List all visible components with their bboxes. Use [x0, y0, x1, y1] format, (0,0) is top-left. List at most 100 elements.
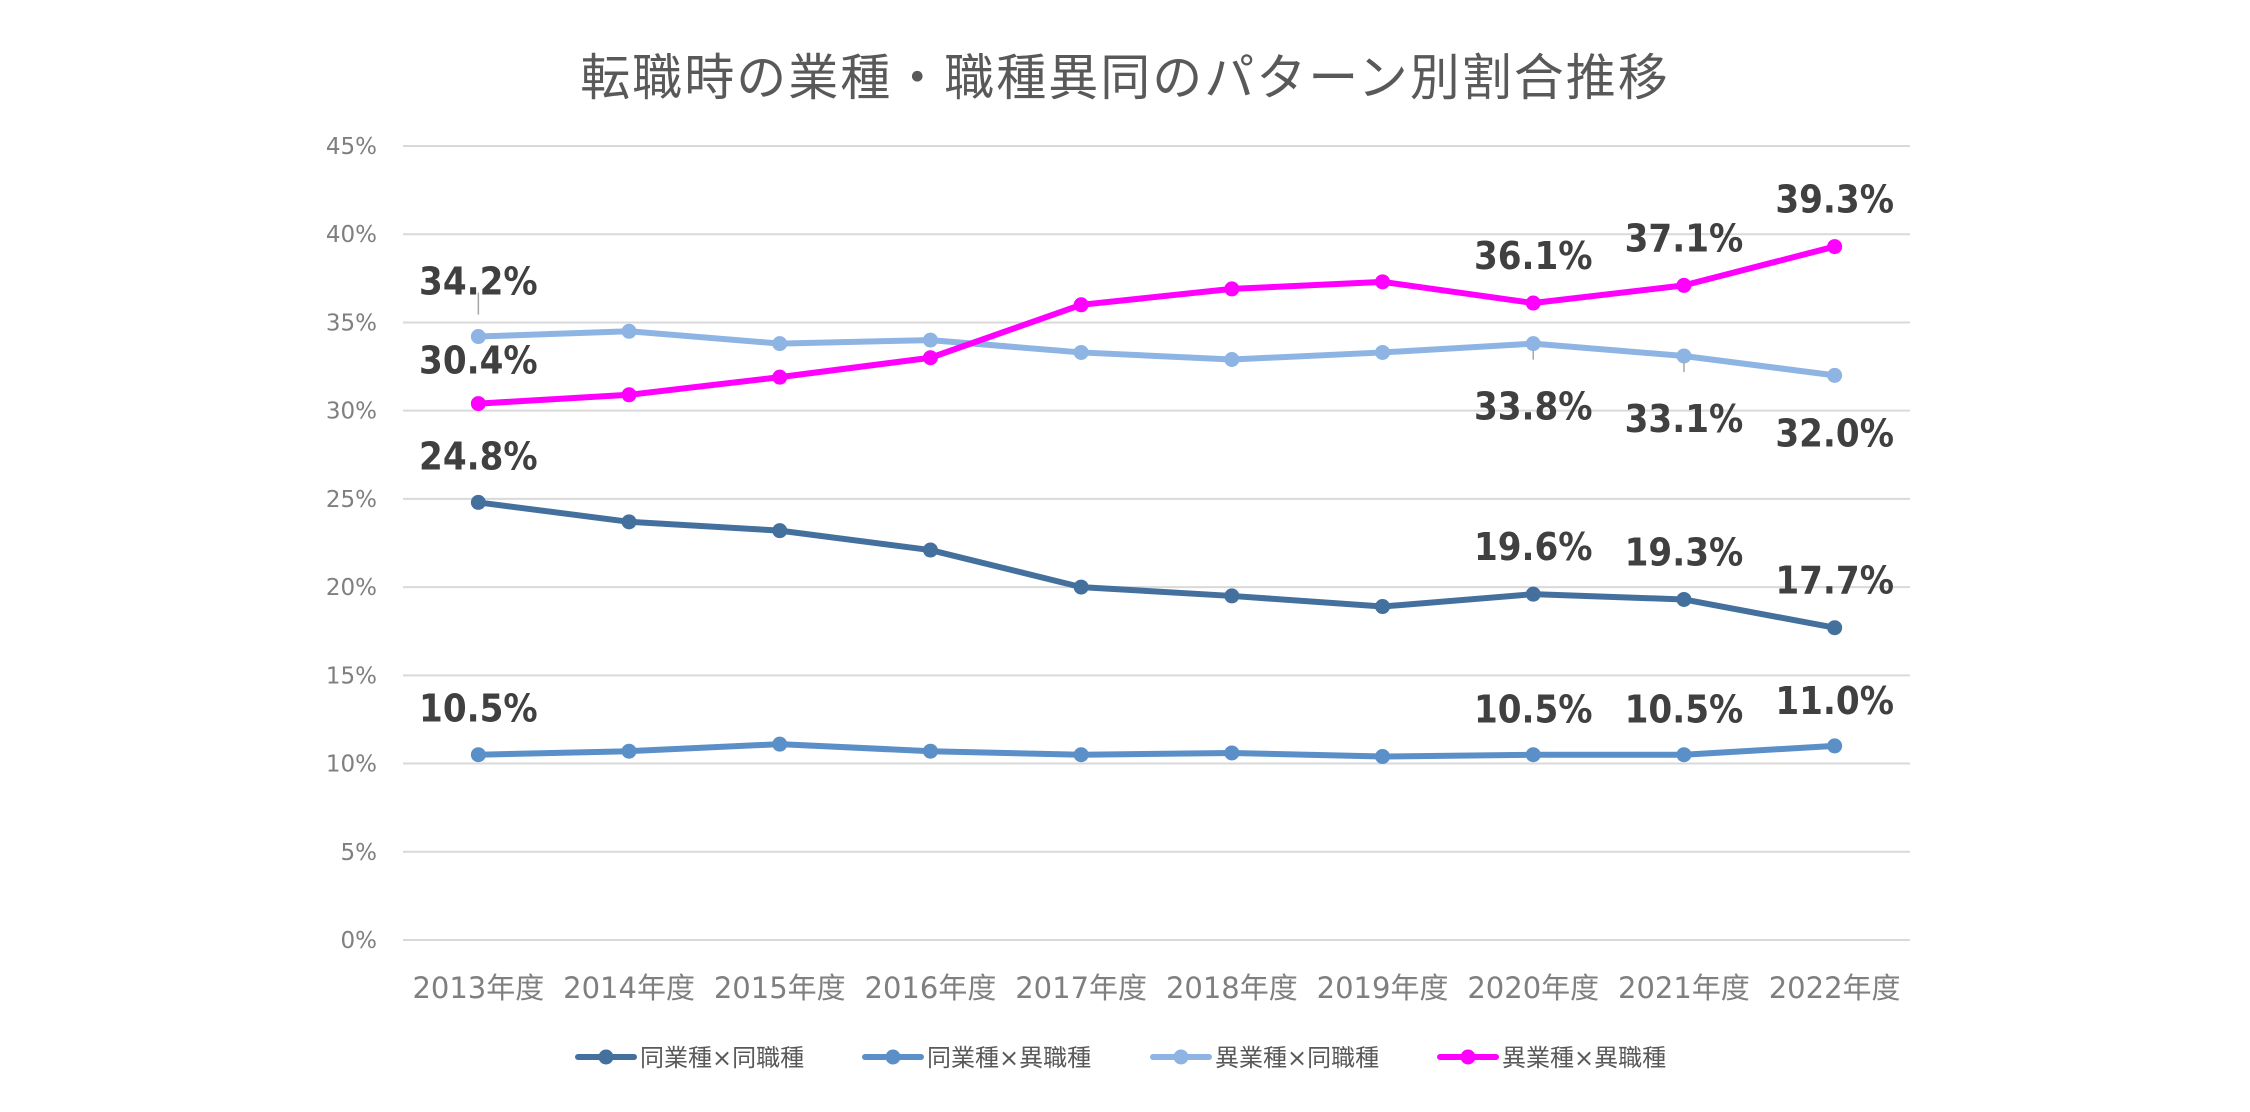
data-point [1224, 588, 1240, 604]
x-tick-label: 2019年度 [1317, 971, 1449, 1005]
gridlines [403, 145, 1910, 941]
data-label: 24.8% [419, 434, 538, 478]
data-label: 33.8% [1474, 385, 1593, 429]
data-point [922, 332, 938, 348]
legend: 同業種×同職種 同業種×異職種 異業種×同職種 異業種×異職種 [575, 1044, 1666, 1072]
y-tick-label: 0% [341, 928, 378, 954]
data-point [1073, 579, 1089, 595]
legend-label: 異業種×同職種 [1215, 1044, 1379, 1072]
data-label: 34.2% [419, 260, 538, 304]
y-tick-label: 35% [326, 310, 377, 336]
legend-item: 異業種×同職種 [1150, 1044, 1379, 1072]
data-label: 33.1% [1625, 397, 1744, 441]
data-label: 10.5% [419, 687, 538, 731]
data-point [1073, 344, 1089, 360]
legend-label: 異業種×異職種 [1502, 1044, 1666, 1072]
data-point [1525, 295, 1541, 311]
x-tick-label: 2018年度 [1166, 971, 1298, 1005]
data-label: 30.4% [419, 339, 538, 383]
data-point [772, 336, 788, 352]
chart-title: 転職時の業種・職種異同のパターン別割合推移 [580, 49, 1670, 107]
data-point [1827, 620, 1843, 636]
data-point [772, 736, 788, 752]
data-point [1224, 351, 1240, 367]
x-tick-label: 2022年度 [1769, 971, 1901, 1005]
data-point [621, 514, 637, 530]
data-point [1525, 747, 1541, 763]
data-point [1375, 748, 1391, 764]
series-line [475, 328, 1838, 379]
x-tick-label: 2016年度 [865, 971, 997, 1005]
data-label: 39.3% [1775, 178, 1894, 222]
x-tick-label: 2021年度 [1618, 971, 1750, 1005]
data-label: 32.0% [1775, 411, 1894, 455]
y-tick-label: 30% [326, 399, 377, 425]
x-axis-ticks: 2013年度 2014年度 2015年度 2016年度 2017年度 2018年度 2019… [412, 971, 1900, 1005]
data-label: 17.7% [1775, 559, 1894, 603]
data-point [1827, 367, 1843, 383]
series-1 [470, 494, 1843, 636]
y-tick-label: 5% [341, 840, 378, 866]
series-line [475, 499, 1838, 631]
series-4 [470, 239, 1843, 412]
data-point [772, 369, 788, 385]
y-tick-label: 10% [326, 752, 377, 778]
series-line [475, 243, 1838, 407]
legend-item: 同業種×同職種 [575, 1044, 804, 1072]
data-point [470, 329, 486, 345]
data-point [621, 323, 637, 339]
x-tick-label: 2015年度 [714, 971, 846, 1005]
y-tick-label: 20% [326, 575, 377, 601]
data-point [1525, 336, 1541, 352]
x-tick-label: 2013年度 [412, 971, 544, 1005]
data-point [922, 542, 938, 558]
series-3 [470, 323, 1843, 383]
data-point [772, 523, 788, 539]
x-tick-label: 2014年度 [563, 971, 695, 1005]
data-point [1375, 344, 1391, 360]
legend-swatch-marker [1460, 1049, 1476, 1065]
data-point [1375, 274, 1391, 290]
data-label: 10.5% [1625, 688, 1744, 732]
data-point [1224, 745, 1240, 761]
legend-swatch-marker [598, 1049, 614, 1065]
legend-item: 同業種×異職種 [862, 1044, 1091, 1072]
data-point [922, 743, 938, 759]
y-tick-label: 15% [326, 663, 377, 689]
data-point [621, 743, 637, 759]
data-label: 10.5% [1474, 688, 1593, 732]
y-axis-ticks: 0% 5% 10% 15% 20% 25% 30% 35% 40% 45% [326, 134, 377, 954]
data-labels: 24.8% 19.6% 19.3% 17.7% 10.5% 10.5% 10.5% 11.0%… [419, 178, 1894, 732]
data-point [1676, 591, 1692, 607]
legend-label: 同業種×同職種 [640, 1044, 804, 1072]
data-point [1073, 297, 1089, 313]
data-point [470, 396, 486, 412]
data-point [1073, 747, 1089, 763]
series-line [475, 741, 1838, 760]
y-tick-label: 25% [326, 487, 377, 513]
legend-swatch-marker [1173, 1049, 1189, 1065]
data-point [621, 387, 637, 403]
data-point [1676, 348, 1692, 364]
data-point [1375, 599, 1391, 615]
data-label: 11.0% [1775, 679, 1894, 723]
series-2 [470, 736, 1843, 764]
y-tick-label: 40% [326, 222, 377, 248]
data-point [922, 350, 938, 366]
data-point [1827, 239, 1843, 255]
data-point [1525, 586, 1541, 602]
data-label: 36.1% [1474, 234, 1593, 278]
data-label: 19.6% [1474, 525, 1593, 569]
data-label: 19.3% [1625, 530, 1744, 574]
x-tick-label: 2020年度 [1467, 971, 1599, 1005]
x-tick-label: 2017年度 [1015, 971, 1147, 1005]
data-point [1827, 738, 1843, 754]
series-lines [470, 239, 1843, 764]
data-label: 37.1% [1625, 216, 1744, 260]
legend-swatch-marker [885, 1049, 901, 1065]
data-point [470, 494, 486, 510]
legend-item: 異業種×異職種 [1437, 1044, 1666, 1072]
data-point [470, 747, 486, 763]
y-tick-label: 45% [326, 134, 377, 160]
